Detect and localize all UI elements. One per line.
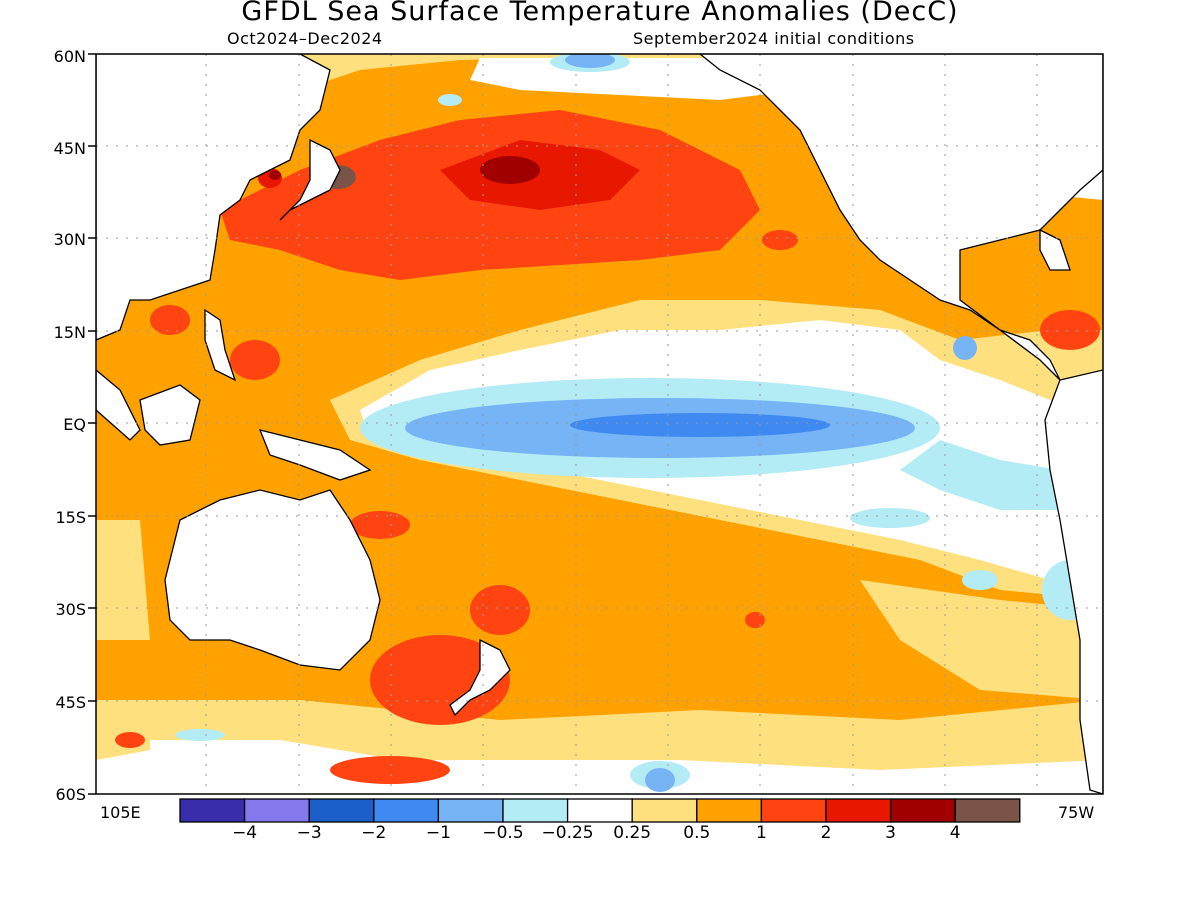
colorbar-swatch	[825, 798, 892, 823]
colorbar	[179, 798, 1021, 823]
new-zealand	[449, 638, 511, 717]
map-frame	[95, 53, 1104, 795]
colorbar-tick: 4	[949, 823, 961, 843]
forecast-period: Oct2024–Dec2024	[227, 29, 383, 48]
colorbar-tick: −2	[361, 823, 387, 843]
initial-conditions: September2024 initial conditions	[633, 29, 915, 48]
colorbar-tick: 0.25	[613, 823, 652, 843]
anomaly-minus-1	[570, 413, 830, 437]
lat-label-60s: 60S	[55, 785, 86, 804]
colorbar-swatch	[502, 798, 569, 823]
lat-label-45n: 45N	[53, 139, 86, 158]
asia-landmass	[96, 54, 331, 341]
philippines	[204, 308, 237, 382]
lat-label-60n: 60N	[53, 47, 86, 66]
colorbar-tick: −0.5	[482, 823, 524, 843]
colorbar-swatch	[308, 798, 375, 823]
colorbar-swatch	[696, 798, 763, 823]
continents	[96, 54, 1103, 794]
borneo	[139, 384, 201, 446]
colorbar-swatch	[889, 798, 956, 823]
lat-label-30s: 30S	[55, 600, 86, 619]
australia	[164, 489, 381, 671]
colorbar-tick: −0.25	[541, 823, 594, 843]
lat-label-eq: EQ	[63, 415, 86, 434]
south-america	[1044, 369, 1103, 794]
colorbar-swatch	[566, 798, 633, 823]
sumatra	[96, 369, 141, 441]
lat-ticks	[88, 53, 96, 795]
colorbar-tick: −4	[232, 823, 258, 843]
colorbar-swatch	[760, 798, 827, 823]
lon-label-105e: 105E	[100, 803, 141, 822]
colorbar-tick: 2	[820, 823, 832, 843]
colorbar-swatch	[954, 798, 1021, 823]
colorbar-tick: −1	[425, 823, 451, 843]
graticule	[96, 54, 1103, 794]
lat-label-15s: 15S	[55, 508, 86, 527]
colorbar-swatch	[437, 798, 504, 823]
north-america	[698, 54, 1103, 381]
colorbar-swatch	[631, 798, 698, 823]
colorbar-tick: 0.5	[683, 823, 711, 843]
lat-label-15n: 15N	[53, 323, 86, 342]
japan	[279, 138, 341, 221]
colorbar-swatch	[179, 798, 246, 823]
colorbar-tick: 3	[885, 823, 896, 843]
colorbar-swatch	[243, 798, 310, 823]
colorbar-tick: 1	[755, 823, 767, 843]
lat-label-45s: 45S	[55, 693, 86, 712]
lon-label-75w: 75W	[1058, 803, 1095, 822]
new-guinea	[258, 429, 372, 481]
chart-title: GFDL Sea Surface Temperature Anomalies (…	[241, 0, 959, 27]
colorbar-swatch	[373, 798, 440, 823]
anomaly-3-to-4	[269, 156, 540, 184]
lat-label-30n: 30N	[53, 230, 86, 249]
colorbar-tick: −3	[296, 823, 322, 843]
